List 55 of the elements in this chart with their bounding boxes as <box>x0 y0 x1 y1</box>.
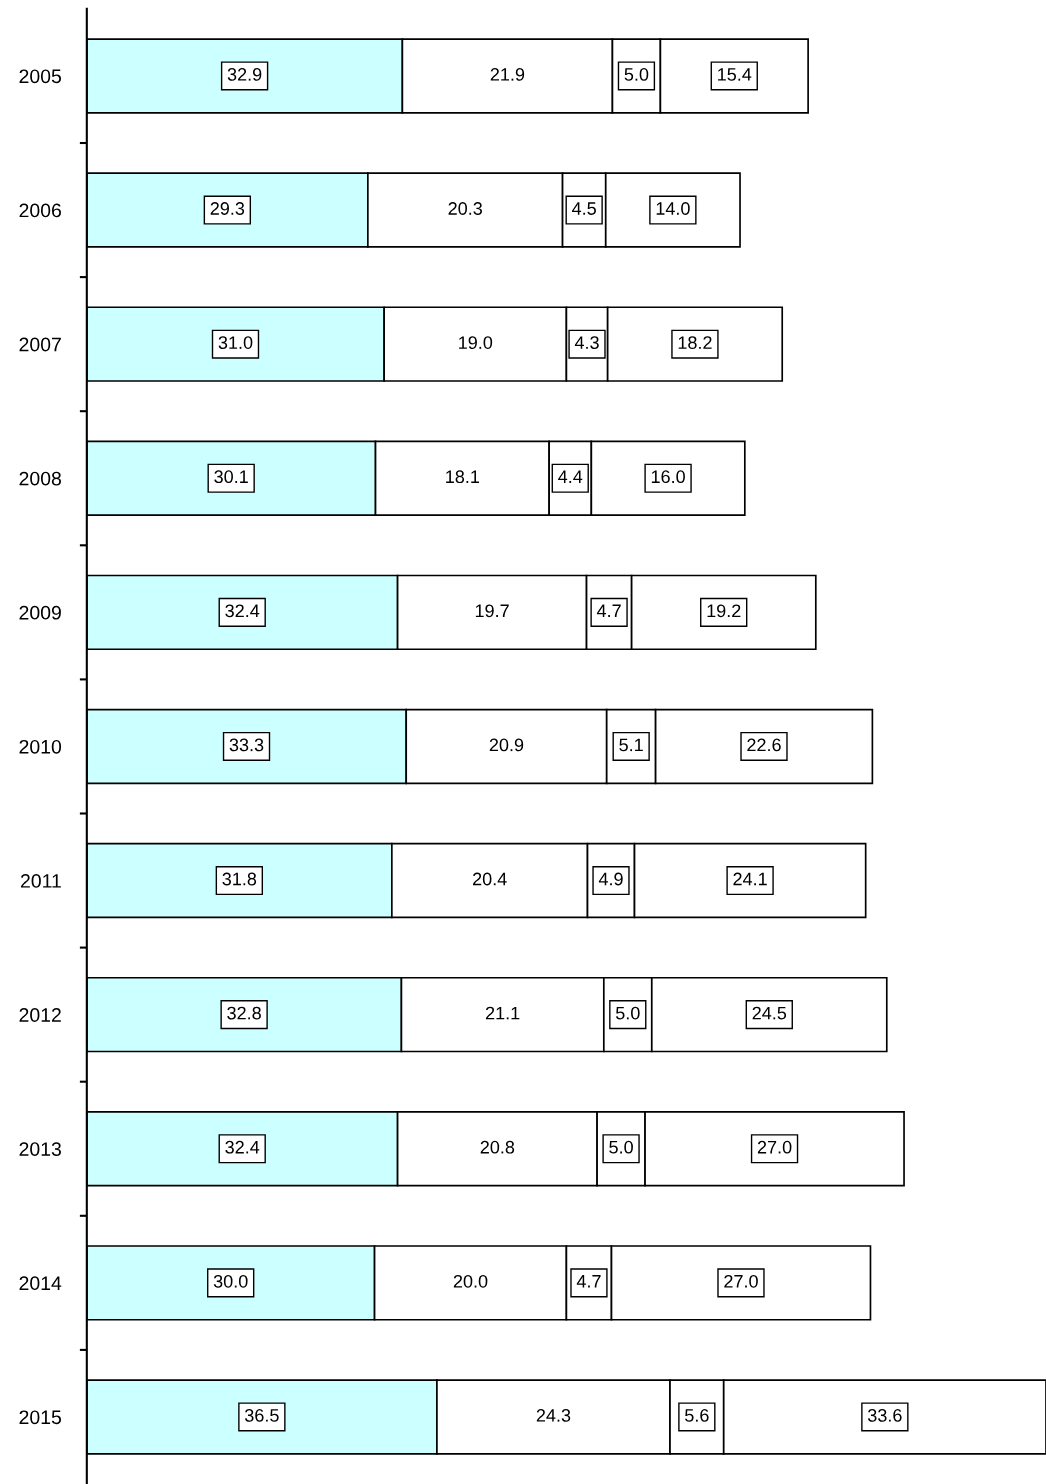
data-label: 5.0 <box>609 1140 633 1154</box>
y-tick-label: 2008 <box>19 471 61 486</box>
data-label: 21.9 <box>490 68 525 81</box>
data-label: 4.7 <box>576 1275 601 1288</box>
data-label: 32.4 <box>225 604 260 618</box>
data-label: 20.8 <box>480 1140 515 1154</box>
data-label: 14.0 <box>656 202 690 215</box>
data-label: 32.4 <box>225 1140 260 1154</box>
data-label: 5.0 <box>615 1006 640 1020</box>
data-label: 31.0 <box>218 336 253 349</box>
data-label: 33.6 <box>867 1409 902 1422</box>
data-label: 22.6 <box>747 738 781 752</box>
data-label: 18.1 <box>446 470 480 484</box>
data-label: 36.5 <box>244 1409 279 1422</box>
data-label: 33.3 <box>229 738 264 752</box>
data-label: 24.3 <box>536 1409 571 1422</box>
data-label: 30.1 <box>214 470 248 484</box>
data-label: 20.9 <box>489 738 524 752</box>
data-label: 19.7 <box>475 604 509 618</box>
data-label: 5.0 <box>624 68 649 81</box>
data-label: 16.0 <box>651 470 685 484</box>
y-tick-label: 2011 <box>20 874 61 888</box>
data-label: 27.0 <box>724 1274 758 1288</box>
data-label: 20.4 <box>473 872 507 886</box>
data-label: 21.1 <box>485 1006 520 1020</box>
data-label: 4.4 <box>558 470 583 483</box>
data-label: 19.2 <box>707 604 741 618</box>
data-label: 32.9 <box>227 68 262 81</box>
data-label: 29.3 <box>210 202 245 215</box>
data-label: 24.1 <box>733 872 767 886</box>
y-tick-label: 2014 <box>19 1276 62 1291</box>
data-label: 19.0 <box>459 336 493 349</box>
data-label: 4.7 <box>596 604 621 618</box>
data-label: 20.0 <box>453 1274 488 1288</box>
y-tick-label: 2013 <box>19 1142 61 1156</box>
data-label: 4.9 <box>598 872 623 886</box>
data-label: 20.3 <box>448 202 482 215</box>
data-label: 5.6 <box>685 1409 709 1422</box>
data-label: 4.3 <box>574 336 599 349</box>
data-label: 32.8 <box>227 1006 261 1020</box>
data-label: 18.2 <box>678 336 712 349</box>
y-tick-label: 2015 <box>19 1410 62 1425</box>
y-tick-label: 2006 <box>19 203 61 218</box>
data-label: 24.5 <box>752 1006 787 1020</box>
data-label: 4.5 <box>572 202 596 215</box>
y-tick-label: 2005 <box>19 69 62 84</box>
data-label: 27.0 <box>757 1140 792 1154</box>
data-label: 5.1 <box>619 738 643 752</box>
y-tick-label: 2010 <box>19 739 62 754</box>
y-tick-label: 2012 <box>19 1008 61 1022</box>
data-label: 31.8 <box>222 872 257 886</box>
y-tick-label: 2007 <box>19 337 61 352</box>
y-tick-label: 2009 <box>19 605 61 620</box>
data-label: 15.4 <box>718 68 752 81</box>
data-label: 30.0 <box>213 1274 248 1288</box>
